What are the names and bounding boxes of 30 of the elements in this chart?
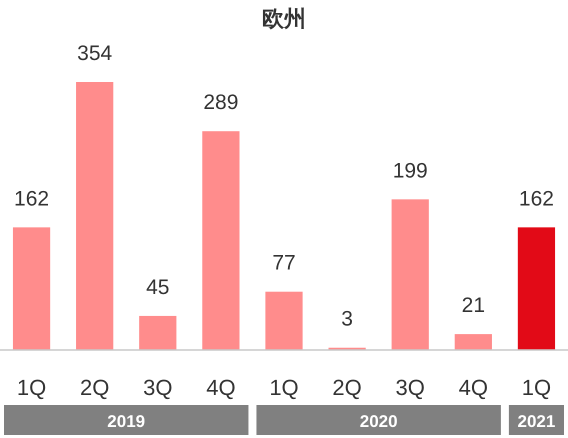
- x-tick-label: 4Q: [458, 375, 488, 400]
- data-label: 45: [146, 276, 170, 299]
- text: 2020: [360, 412, 398, 431]
- x-tick-label: 1Q: [16, 375, 46, 400]
- x-tick-label: 4Q: [206, 375, 236, 400]
- text: 2021: [518, 412, 556, 431]
- text: 2019: [107, 412, 146, 431]
- bar: [392, 199, 429, 350]
- bar: [518, 227, 556, 350]
- data-label: 162: [518, 187, 554, 210]
- data-label: 199: [392, 159, 428, 182]
- data-label: 354: [77, 42, 112, 65]
- x-tick-label: 3Q: [396, 375, 425, 400]
- x-tick-label: 1Q: [269, 375, 299, 400]
- bar: [12, 227, 50, 350]
- chart-title: 欧州: [262, 6, 306, 31]
- data-label: 21: [462, 294, 486, 318]
- bar: [265, 292, 303, 350]
- data-label: 77: [272, 252, 296, 275]
- data-label: 3: [341, 308, 353, 331]
- x-tick-label: 3Q: [143, 375, 172, 400]
- bar: [454, 334, 492, 350]
- x-tick-label: 1Q: [522, 375, 552, 400]
- bar: [76, 82, 114, 350]
- x-tick-label: 2Q: [332, 375, 362, 400]
- bar: [202, 131, 240, 350]
- x-tick-label: 2Q: [80, 375, 110, 400]
- data-label: 289: [203, 91, 238, 114]
- bar: [139, 316, 176, 350]
- data-label: 162: [14, 187, 50, 210]
